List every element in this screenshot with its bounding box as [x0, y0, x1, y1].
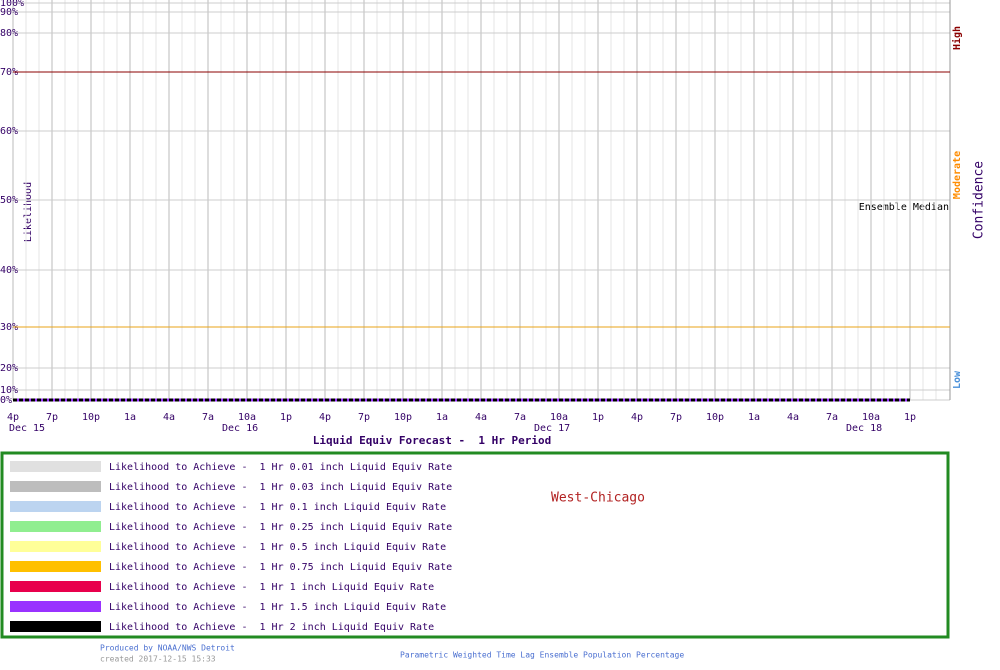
y-tick-label: 50%: [0, 195, 18, 206]
x-tick-label: 1p: [904, 412, 916, 423]
legend-label: Likelihood to Achieve - 1 Hr 1.5 inch Li…: [109, 602, 446, 613]
y-tick-label: 100%: [0, 0, 24, 9]
x-tick-label: 4a: [787, 412, 799, 423]
legend-swatch: [10, 521, 101, 532]
footer-method: Parametric Weighted Time Lag Ensemble Po…: [400, 651, 684, 660]
legend-label: Likelihood to Achieve - 1 Hr 0.01 inch L…: [109, 462, 452, 473]
x-tick-label: 10a: [238, 412, 256, 423]
x-tick-label: 10a: [550, 412, 568, 423]
legend-label: Likelihood to Achieve - 1 Hr 0.75 inch L…: [109, 562, 452, 573]
x-tick-label: 7a: [202, 412, 214, 423]
date-label: Dec 15: [9, 423, 45, 434]
y-tick-label: 20%: [0, 363, 18, 374]
legend-swatch: [10, 621, 101, 632]
footer-created: created 2017-12-15 15:33: [100, 655, 216, 664]
legend-swatch: [10, 561, 101, 572]
date-label: Dec 16: [222, 423, 258, 434]
legend-swatch: [10, 541, 101, 552]
x-tick-label: 1a: [748, 412, 760, 423]
y-tick-label: 30%: [0, 322, 18, 333]
legend-swatch: [10, 601, 101, 612]
y-tick-label: 40%: [0, 265, 18, 276]
legend-box: [0, 451, 950, 639]
confidence-label: Low: [952, 370, 963, 389]
x-tick-label: 1p: [280, 412, 292, 423]
x-tick-label: 4p: [7, 412, 19, 423]
y-tick-label: 60%: [0, 126, 18, 137]
x-tick-label: 7p: [670, 412, 682, 423]
x-tick-label: 7a: [826, 412, 838, 423]
x-tick-label: 10a: [862, 412, 880, 423]
date-label: Dec 17: [534, 423, 570, 434]
legend-swatch: [10, 481, 101, 492]
y-tick-label: 80%: [0, 28, 18, 39]
y-tick-label: 10%: [0, 385, 18, 396]
y-tick-label: 90%: [0, 7, 18, 18]
x-tick-label: 10p: [394, 412, 412, 423]
footer-producer: Produced by NOAA/NWS Detroit: [100, 644, 235, 653]
legend-label: Likelihood to Achieve - 1 Hr 0.5 inch Li…: [109, 542, 446, 553]
x-tick-label: 7a: [514, 412, 526, 423]
legend-swatch: [10, 581, 101, 592]
legend-label: Likelihood to Achieve - 1 Hr 0.25 inch L…: [109, 522, 452, 533]
legend-label: Likelihood to Achieve - 1 Hr 0.03 inch L…: [109, 482, 452, 493]
x-tick-label: 4a: [163, 412, 175, 423]
x-tick-label: 4a: [475, 412, 487, 423]
confidence-label: High: [951, 26, 963, 50]
x-tick-label: 7p: [358, 412, 370, 423]
x-tick-label: 4p: [631, 412, 643, 423]
legend-label: Likelihood to Achieve - 1 Hr 0.1 inch Li…: [109, 502, 446, 513]
legend-swatch: [10, 501, 101, 512]
x-tick-label: 7p: [46, 412, 58, 423]
y-axis-title: Likelihood: [23, 182, 34, 242]
x-tick-label: 1a: [436, 412, 448, 423]
x-tick-label: 10p: [706, 412, 724, 423]
y-tick-label: 70%: [0, 67, 18, 78]
annotation: Ensemble Median: [859, 202, 949, 213]
x-axis-title: Liquid Equiv Forecast - 1 Hr Period: [313, 434, 551, 447]
y-tick-label: 0%: [0, 395, 12, 406]
x-tick-label: 1p: [592, 412, 604, 423]
legend-label: Likelihood to Achieve - 1 Hr 1 inch Liqu…: [109, 582, 434, 593]
y2-axis-title: Confidence: [972, 161, 987, 239]
confidence-label: Moderate: [952, 151, 963, 199]
x-tick-label: 4p: [319, 412, 331, 423]
x-tick-label: 1a: [124, 412, 136, 423]
date-label: Dec 18: [846, 423, 882, 434]
x-tick-label: 10p: [82, 412, 100, 423]
legend-swatch: [10, 461, 101, 472]
legend-label: Likelihood to Achieve - 1 Hr 2 inch Liqu…: [109, 622, 434, 633]
location-label: West-Chicago: [551, 491, 645, 506]
